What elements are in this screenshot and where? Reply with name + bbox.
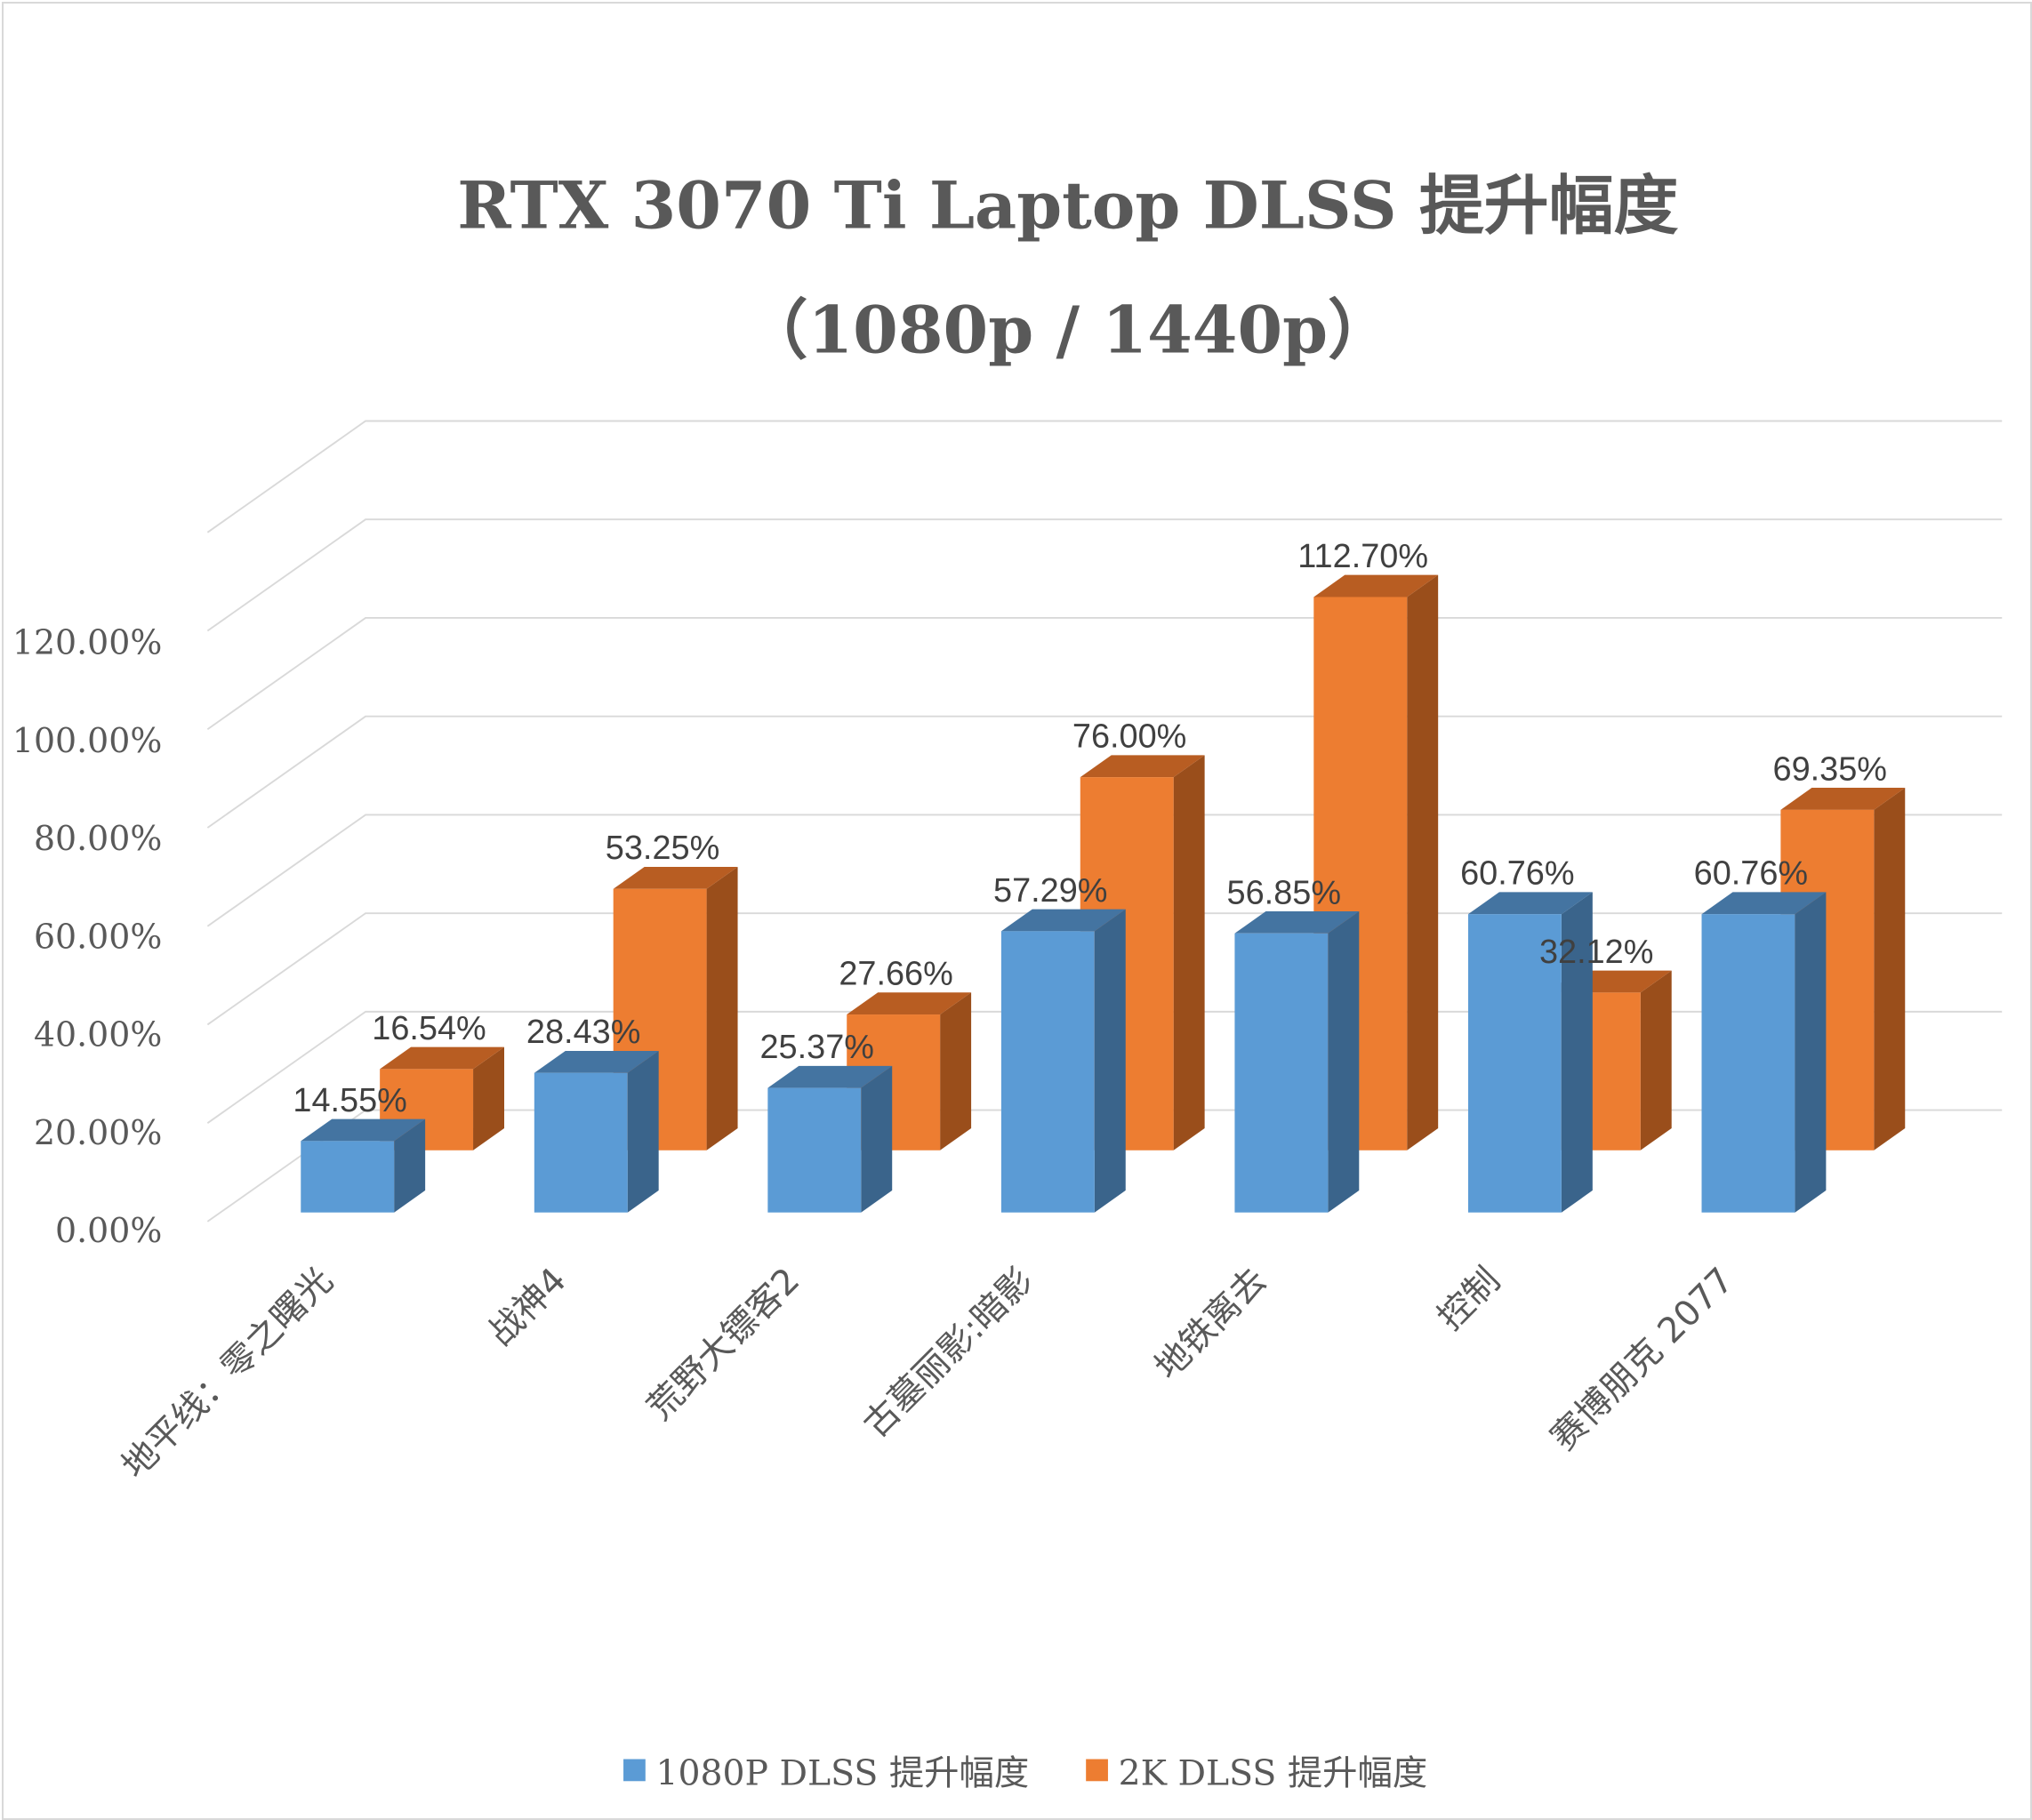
gridline: [206, 912, 2003, 1026]
x-category-label: 地平线：零之曙光: [114, 1260, 341, 1487]
x-axis: 地平线：零之曙光 战神4 荒野大镖客2 古墓丽影:暗影 地铁离去 控制 赛博朋克 2077: [114, 1260, 1741, 1487]
bar-1080p: [1701, 892, 1827, 1213]
bar-top: [301, 1118, 426, 1142]
bar-side: [1561, 892, 1593, 1213]
bar-front: [767, 1087, 862, 1213]
x-category-label: 地铁离去: [1147, 1260, 1275, 1388]
bar-side: [706, 866, 738, 1151]
legend: 1080P DLSS 提升幅度 2K DLSS 提升幅度: [623, 1753, 1427, 1794]
x-category-label: 战神4: [480, 1260, 574, 1354]
x-category-label: 控制: [1430, 1260, 1508, 1338]
bar-front: [534, 1072, 628, 1213]
legend-label-2k: 2K DLSS 提升幅度: [1119, 1753, 1428, 1794]
bar-front: [301, 1141, 395, 1213]
bar-top: [1701, 892, 1827, 915]
bar-front: [1701, 914, 1795, 1213]
bar-top: [1313, 574, 1439, 597]
data-labels: 16.54% 53.25% 27.66% 76.00% 112.70% 32.12% 69.…: [293, 538, 1887, 1119]
bar-top: [534, 1050, 659, 1073]
y-tick-label: 100.00%: [12, 721, 163, 760]
bar-side: [1407, 574, 1439, 1151]
x-category-label: 荒野大镖客2: [639, 1260, 807, 1428]
bar-top: [1000, 909, 1126, 932]
y-tick-label: 0.00%: [55, 1211, 162, 1250]
bar-side: [1094, 909, 1126, 1213]
bar-side: [394, 1118, 426, 1213]
bar-front: [1467, 914, 1562, 1213]
y-tick-label: 60.00%: [34, 917, 162, 956]
data-label: 56.85%: [1227, 874, 1341, 911]
bar-top: [1780, 788, 1906, 810]
bar-side: [1173, 755, 1205, 1151]
bar-top: [1080, 755, 1205, 778]
legend-swatch-2k: [1086, 1759, 1108, 1782]
gridline: [206, 518, 2003, 632]
y-tick-label: 40.00%: [34, 1015, 162, 1054]
legend-swatch-1080p: [623, 1759, 646, 1782]
bar-side: [627, 1050, 659, 1213]
gridline: [206, 1010, 2003, 1124]
x-category-label: 古墓丽影:暗影: [855, 1260, 1041, 1446]
gridline: [206, 420, 2003, 533]
bar-side: [1640, 970, 1672, 1151]
data-label: 53.25%: [606, 830, 719, 867]
bars: [301, 574, 1906, 1213]
data-label: 27.66%: [839, 956, 952, 993]
y-tick-label: 20.00%: [34, 1113, 162, 1152]
x-category-label: 赛博朋克 2077: [1543, 1260, 1741, 1458]
data-label: 112.70%: [1297, 538, 1428, 575]
bar-1080p: [1000, 909, 1126, 1213]
bar-1080p: [767, 1065, 893, 1213]
data-label: 28.43%: [526, 1014, 640, 1051]
bar-top: [767, 1065, 893, 1088]
bar-front: [1234, 933, 1329, 1213]
data-label: 69.35%: [1773, 750, 1887, 788]
bar-side: [473, 1046, 505, 1151]
gridline: [206, 715, 2003, 829]
bar-side: [1874, 788, 1906, 1151]
bar-side: [1795, 892, 1827, 1213]
legend-label-1080p: 1080P DLSS 提升幅度: [655, 1753, 1029, 1794]
gridline: [206, 617, 2003, 731]
data-label: 32.12%: [1539, 934, 1653, 971]
legend-item-2k[interactable]: 2K DLSS 提升幅度: [1086, 1753, 1427, 1794]
data-label: 76.00%: [1072, 718, 1186, 756]
bar-top: [613, 866, 738, 889]
data-label: 16.54%: [372, 1010, 486, 1047]
bar-side: [940, 992, 972, 1151]
bar-top: [1234, 911, 1360, 934]
data-label: 60.76%: [1694, 855, 1808, 893]
bar-front: [1000, 931, 1095, 1213]
bar-2k: [1313, 574, 1439, 1151]
bar-1080p: [534, 1050, 659, 1213]
bar-top: [847, 992, 972, 1015]
bar-1080p: [1467, 892, 1593, 1213]
gridline: [206, 814, 2003, 927]
gridline: [206, 1109, 2003, 1223]
chart-title: RTX 3070 Ti Laptop DLSS 提升幅度: [457, 168, 1678, 244]
data-label: 14.55%: [293, 1082, 406, 1119]
data-label: 25.37%: [759, 1029, 873, 1066]
bar-top: [380, 1046, 505, 1070]
bar-1080p: [1234, 911, 1360, 1213]
chart-subtitle: （1080p / 1440p）: [743, 293, 1393, 368]
bar-side: [861, 1065, 893, 1213]
bar-1080p: [301, 1118, 426, 1213]
gridlines: [206, 420, 2003, 1223]
legend-item-1080p[interactable]: 1080P DLSS 提升幅度: [623, 1753, 1029, 1794]
y-tick-label: 80.00%: [34, 819, 162, 858]
data-label: 60.76%: [1460, 855, 1574, 893]
data-label: 57.29%: [993, 872, 1107, 910]
y-tick-label: 120.00%: [12, 622, 163, 661]
y-axis: 0.00% 20.00% 40.00% 60.00% 80.00% 100.00% 120.…: [12, 622, 163, 1250]
bar-side: [1328, 911, 1360, 1213]
bar-top: [1467, 892, 1593, 915]
